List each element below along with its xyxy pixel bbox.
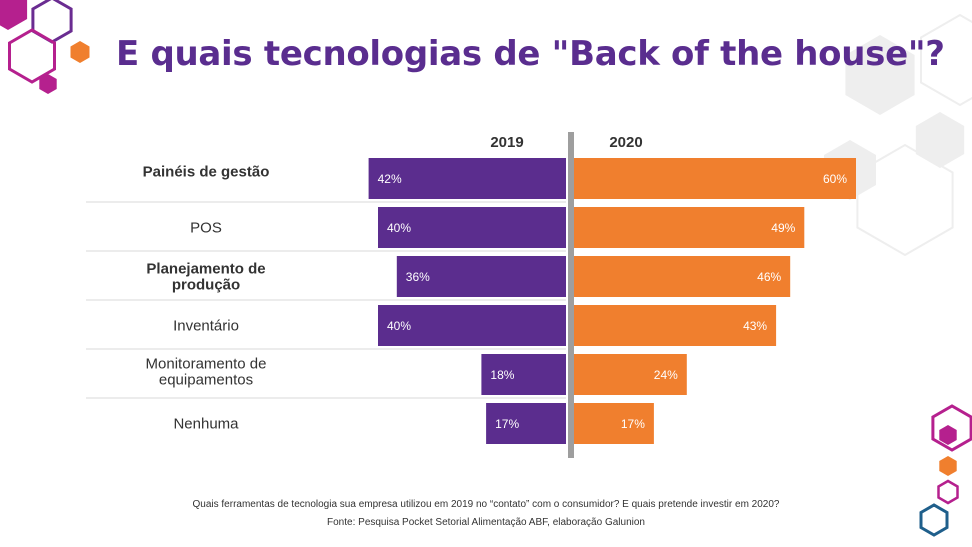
category-label: Planejamento de produção: [146, 261, 265, 294]
bar-2020: [574, 158, 856, 199]
hexagon-magenta-small: [39, 74, 57, 94]
hexagon-orange: [939, 456, 957, 476]
bar-label-2020: 60%: [823, 172, 847, 186]
bar-label-2019: 36%: [406, 270, 430, 284]
bar-2020: [574, 305, 777, 346]
bar-2020: [574, 207, 805, 248]
category-label: Painéis de gestão: [143, 164, 270, 181]
category-label: Monitoramento de equipamentos: [146, 356, 267, 389]
bar-2019: [481, 354, 566, 395]
bar-label-2020: 24%: [654, 368, 678, 382]
series-header-2019: 2019: [490, 134, 523, 151]
center-axis: [568, 132, 574, 458]
bar-label-2020: 17%: [621, 417, 645, 431]
bar-label-2020: 43%: [743, 319, 767, 333]
bar-label-2020: 49%: [771, 221, 795, 235]
hexagon-magenta: [0, 0, 28, 30]
bar-label-2019: 18%: [490, 368, 514, 382]
hexagon-magenta-small-outline: [937, 479, 959, 505]
bar-2019: [396, 256, 566, 297]
bar-label-2020: 46%: [757, 270, 781, 284]
hexagon-magenta-outline: [931, 404, 972, 452]
bg-hexagon-outline: [920, 13, 972, 107]
hexagon-blue-outline: [919, 503, 949, 537]
bar-label-2019: 40%: [387, 221, 411, 235]
category-label: Inventário: [173, 318, 239, 335]
bar-2019: [486, 403, 566, 444]
hexagon-orange: [70, 41, 90, 63]
hexagon-magenta: [939, 425, 957, 445]
bar-2019: [378, 207, 566, 248]
bar-2020: [574, 354, 687, 395]
bar-label-2019: 17%: [495, 417, 519, 431]
bar-label-2019: 40%: [387, 319, 411, 333]
category-label: Nenhuma: [173, 416, 239, 433]
bg-hexagon-outline: [856, 143, 954, 257]
bar-2020: [574, 403, 654, 444]
bg-hexagon: [845, 35, 915, 115]
page-title: E quais tecnologias de "Back of the hous…: [116, 34, 945, 74]
series-header-2020: 2020: [609, 134, 642, 151]
bar-2020: [574, 256, 791, 297]
hexagon-magenta-outline: [8, 28, 56, 84]
category-label: POS: [190, 220, 222, 237]
bar-2019: [378, 305, 566, 346]
bar-2019: [368, 158, 566, 199]
bar-label-2019: 42%: [378, 172, 402, 186]
bg-hexagon: [915, 112, 965, 168]
footnote-source: Fonte: Pesquisa Pocket Setorial Alimenta…: [327, 517, 645, 528]
footnote-question: Quais ferramentas de tecnologia sua empr…: [192, 499, 780, 510]
